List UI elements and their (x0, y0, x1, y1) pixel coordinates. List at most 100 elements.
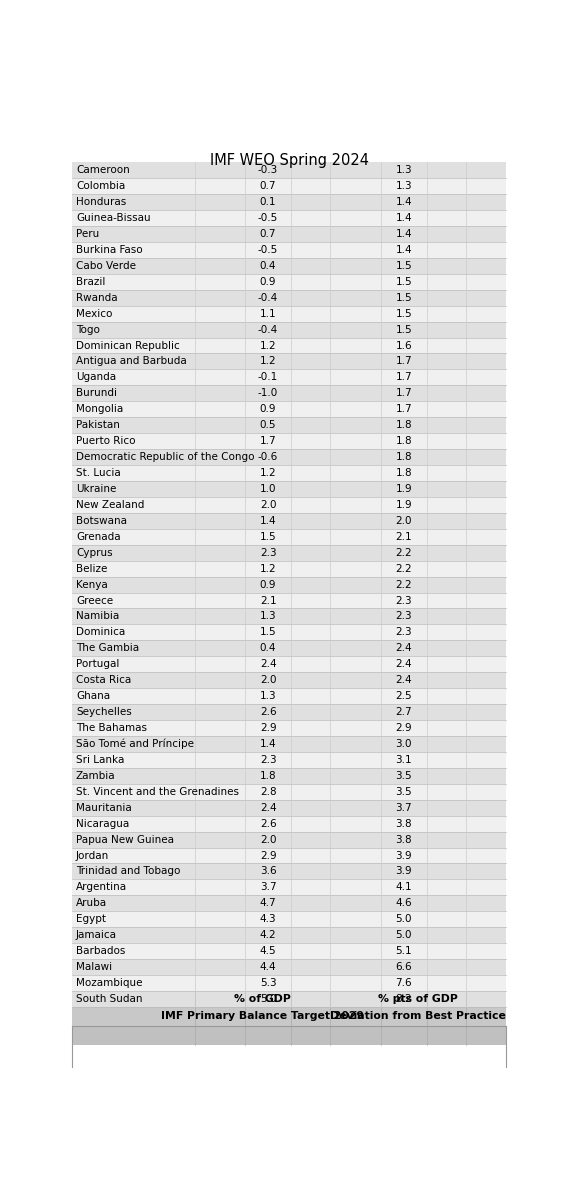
Text: 1.8: 1.8 (260, 770, 276, 781)
Text: 3.1: 3.1 (395, 755, 412, 764)
Text: 4.4: 4.4 (260, 962, 276, 972)
Text: -0.1: -0.1 (258, 372, 278, 383)
Text: Rwanda: Rwanda (76, 293, 117, 302)
Text: 4.1: 4.1 (395, 882, 412, 893)
Text: 2.6: 2.6 (260, 707, 276, 718)
Text: 2.2: 2.2 (395, 547, 412, 558)
Text: 0.4: 0.4 (260, 643, 276, 653)
Bar (72, 847, 506, 864)
Bar (72, 799, 506, 816)
Bar (72, 433, 506, 449)
Text: 1.8: 1.8 (395, 468, 412, 478)
Text: 1.5: 1.5 (395, 293, 412, 302)
Text: Aruba: Aruba (76, 899, 107, 908)
Text: 7.6: 7.6 (395, 978, 412, 988)
Bar (72, 194, 506, 210)
Bar (72, 418, 506, 433)
Bar (72, 720, 506, 736)
Bar (72, 274, 506, 289)
Text: -0.5: -0.5 (258, 214, 278, 223)
Text: 2.0: 2.0 (260, 834, 276, 845)
Text: % of GDP: % of GDP (234, 994, 291, 1003)
Text: IMF WEO Spring 2024: IMF WEO Spring 2024 (210, 154, 368, 168)
Text: South Sudan: South Sudan (76, 994, 143, 1004)
Text: Burundi: Burundi (76, 389, 117, 398)
Bar (72, 641, 506, 656)
Text: Cabo Verde: Cabo Verde (76, 260, 136, 271)
Text: St. Lucia: St. Lucia (76, 468, 121, 478)
Bar (72, 466, 506, 481)
Bar (72, 178, 506, 194)
Text: 3.5: 3.5 (395, 770, 412, 781)
Text: Antigua and Barbuda: Antigua and Barbuda (76, 356, 187, 366)
Text: 1.2: 1.2 (260, 468, 276, 478)
Text: Kenya: Kenya (76, 580, 108, 589)
Bar (72, 991, 506, 1007)
Text: 1.5: 1.5 (395, 277, 412, 287)
Text: Jamaica: Jamaica (76, 930, 117, 941)
Bar (72, 752, 506, 768)
Text: Mozambique: Mozambique (76, 978, 143, 988)
Text: -0.3: -0.3 (258, 166, 278, 175)
Bar (72, 322, 506, 337)
Text: 2.4: 2.4 (395, 659, 412, 670)
Text: 0.9: 0.9 (260, 580, 276, 589)
Text: Costa Rica: Costa Rica (76, 676, 131, 685)
Text: 1.8: 1.8 (395, 452, 412, 462)
Text: Botswana: Botswana (76, 516, 127, 526)
Text: 5.1: 5.1 (395, 946, 412, 956)
Text: Deviation from Best Practice: Deviation from Best Practice (330, 1012, 506, 1021)
Text: Mexico: Mexico (76, 308, 112, 319)
Text: Nicaragua: Nicaragua (76, 818, 129, 829)
Text: 0.7: 0.7 (260, 181, 276, 191)
Text: 2.3: 2.3 (395, 628, 412, 637)
Text: 1.6: 1.6 (395, 341, 412, 350)
Text: 1.5: 1.5 (395, 260, 412, 271)
Text: 0.9: 0.9 (260, 277, 276, 287)
Bar (72, 370, 506, 385)
Text: 1.7: 1.7 (395, 356, 412, 366)
Text: 0.5: 0.5 (260, 420, 276, 431)
Text: 2.0: 2.0 (260, 500, 276, 510)
Text: 8.2: 8.2 (395, 994, 412, 1004)
Text: 3.5: 3.5 (395, 787, 412, 797)
Text: 1.8: 1.8 (395, 436, 412, 446)
Text: 3.7: 3.7 (395, 803, 412, 812)
Text: Cameroon: Cameroon (76, 166, 130, 175)
Text: Portugal: Portugal (76, 659, 120, 670)
Text: Belize: Belize (76, 564, 107, 574)
Text: 2.8: 2.8 (260, 787, 276, 797)
Bar (72, 226, 506, 242)
Text: 1.0: 1.0 (260, 484, 276, 494)
Text: 0.1: 0.1 (260, 197, 276, 208)
Text: 3.9: 3.9 (395, 866, 412, 876)
Text: IMF Primary Balance Target 2029: IMF Primary Balance Target 2029 (161, 1012, 364, 1021)
Text: 2.1: 2.1 (395, 532, 412, 541)
Text: 1.5: 1.5 (395, 324, 412, 335)
Bar (72, 976, 506, 991)
Bar (72, 529, 506, 545)
Text: 1.9: 1.9 (395, 500, 412, 510)
Bar (72, 736, 506, 752)
Text: -1.0: -1.0 (258, 389, 278, 398)
Bar (72, 560, 506, 577)
Text: 4.6: 4.6 (395, 899, 412, 908)
Text: Zambia: Zambia (76, 770, 116, 781)
Text: -0.5: -0.5 (258, 245, 278, 254)
Bar (72, 449, 506, 466)
Bar (72, 943, 506, 959)
Text: 2.9: 2.9 (395, 724, 412, 733)
Text: 1.1: 1.1 (260, 308, 276, 319)
Text: 1.4: 1.4 (395, 245, 412, 254)
Text: 0.9: 0.9 (260, 404, 276, 414)
Bar (72, 880, 506, 895)
Text: 1.7: 1.7 (260, 436, 276, 446)
Text: Argentina: Argentina (76, 882, 127, 893)
Bar (72, 1007, 506, 1026)
Text: Honduras: Honduras (76, 197, 126, 208)
Text: 0.4: 0.4 (260, 260, 276, 271)
Text: Mauritania: Mauritania (76, 803, 131, 812)
Text: -0.6: -0.6 (258, 452, 278, 462)
Text: 2.0: 2.0 (395, 516, 412, 526)
Text: Grenada: Grenada (76, 532, 121, 541)
